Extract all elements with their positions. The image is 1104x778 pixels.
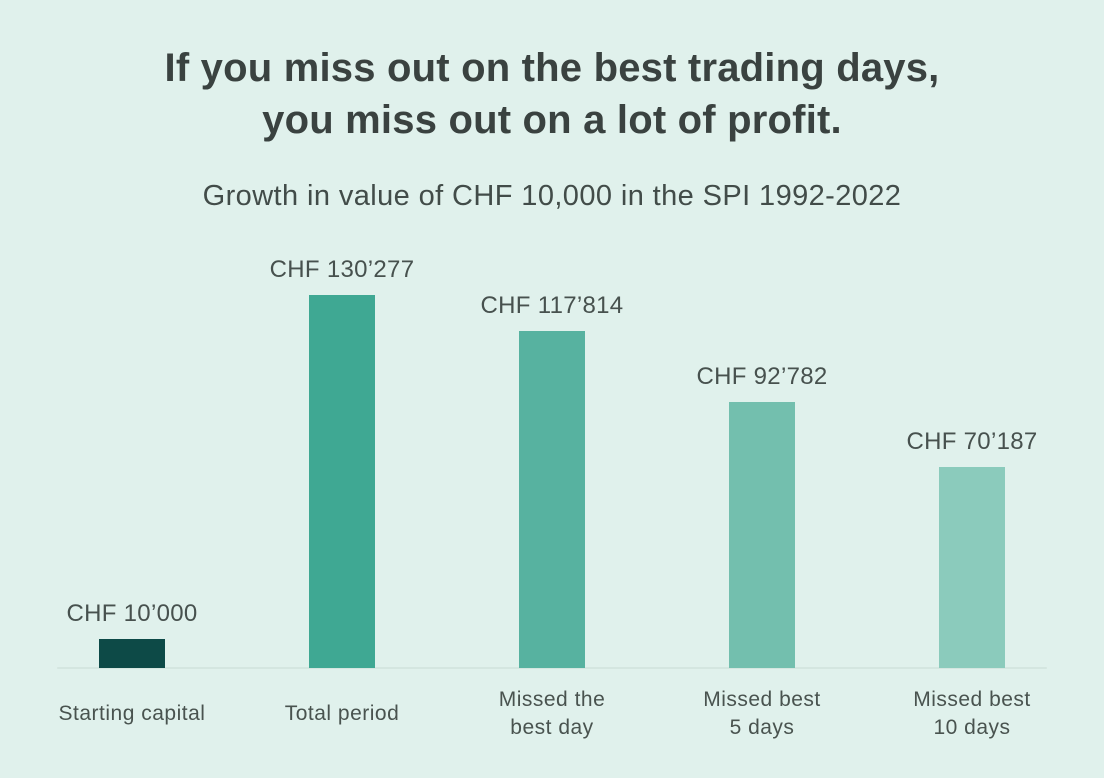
bar-category-label-line: Missed the (498, 688, 606, 711)
chart-header: If you miss out on the best trading days… (0, 42, 1104, 213)
bar-value-label: CHF 117’814 (480, 292, 624, 319)
bar-category-label-line: best day (510, 716, 594, 739)
bar-group: CHF 92’782 (657, 363, 867, 668)
bar-group: CHF 117’814 (447, 292, 657, 668)
chart-subtitle: Growth in value of CHF 10,000 in the SPI… (202, 180, 902, 212)
chart-title-line1: If you miss out on the best trading days… (164, 46, 940, 90)
category-labels-row: Starting capital Total period Missed the be… (27, 685, 1077, 743)
bar-value-label: CHF 130’277 (269, 256, 415, 283)
bar-category-label: Missed the best day (447, 685, 657, 743)
bar (519, 331, 585, 668)
x-axis-baseline (57, 667, 1047, 669)
bar-category-label: Starting capital (27, 685, 237, 743)
bar-category-label-line: Total period (284, 702, 400, 725)
bar-category-label-line: 10 days (933, 716, 1011, 739)
bar-group: CHF 10’000 (27, 600, 237, 668)
bar-category-label-line: Starting capital (58, 702, 206, 725)
bar (939, 467, 1005, 668)
bar-value-label: CHF 70’187 (906, 428, 1038, 455)
bar-value-label: CHF 10’000 (66, 600, 198, 627)
bar-category-label: Missed best 5 days (657, 685, 867, 743)
bar (309, 295, 375, 668)
bar-category-label: Missed best 10 days (867, 685, 1077, 743)
bar-category-label-line: 5 days (729, 716, 795, 739)
bar (99, 639, 165, 668)
bar-chart: CHF 10’000 CHF 130’277 CHF 117’814 CHF 92’7… (27, 213, 1077, 743)
bar-value-label: CHF 92’782 (696, 363, 828, 390)
bar-group: CHF 70’187 (867, 428, 1077, 668)
bar-category-label-line: Missed best (913, 688, 1031, 711)
bar-category-label-line: Missed best (703, 688, 821, 711)
bar-category-label: Total period (237, 685, 447, 743)
chart-title-line2: you miss out on a lot of profit. (262, 98, 842, 142)
chart-title: If you miss out on the best trading days… (0, 42, 1104, 146)
bar-group: CHF 130’277 (237, 256, 447, 668)
bar (729, 402, 795, 668)
bars-row: CHF 10’000 CHF 130’277 CHF 117’814 CHF 92’7… (27, 213, 1077, 668)
